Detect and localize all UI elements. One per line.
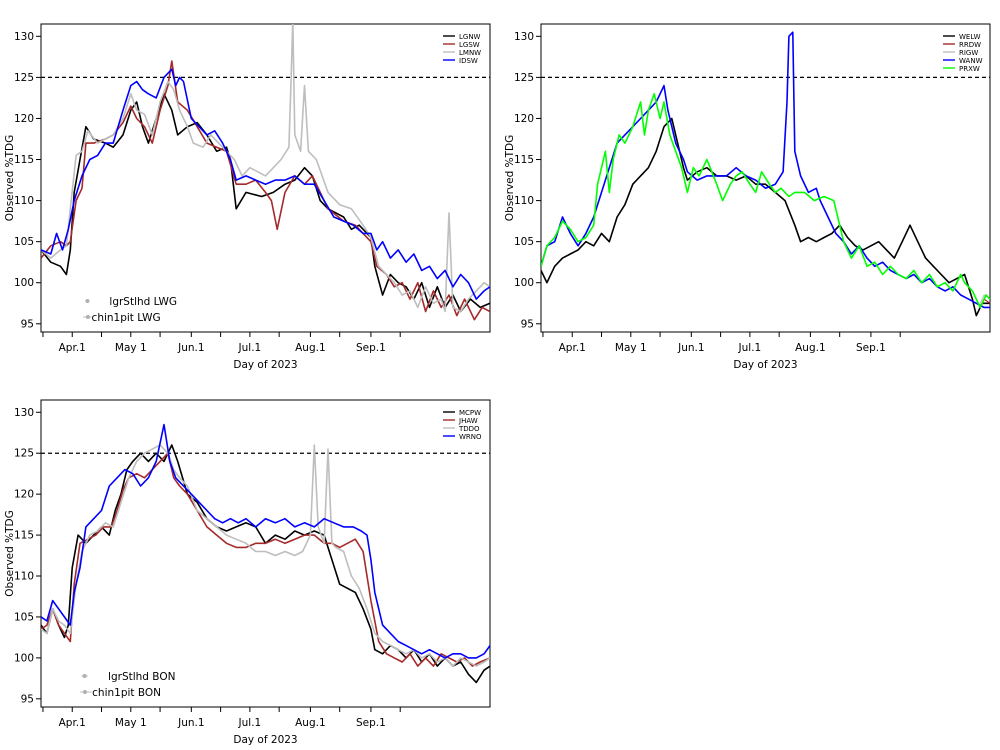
series-line-wanw (541, 31, 990, 309)
x-tick-label: Apr.1 (59, 717, 86, 729)
chart-panel-top-left: 95 100 105 110 115 120 125 130 Apr.1 May 1 Jun.1 Ju… (4, 23, 491, 371)
y-tick-label: 105 (514, 236, 534, 248)
annotation-label-chin1pit-lwg: chin1pit LWG (92, 312, 161, 324)
legend-label-wrno: WRNO (459, 433, 482, 441)
chart-panel-top-right: 95 100 105 110 115 120 125 130 Apr.1 May 1 Jun.1 Ju… (504, 23, 991, 371)
x-tick-label: May 1 (115, 342, 147, 354)
legend-label-rrdw: RRDW (959, 41, 981, 49)
y-tick-label: 115 (14, 530, 34, 542)
annotation-label-chin1pit-bon: chin1pit BON (92, 687, 161, 699)
plot-frame (40, 399, 491, 708)
legend-label-tddo: TDDO (458, 425, 480, 433)
y-tick-label: 110 (514, 195, 534, 207)
annotation-label-lgrstlhd-bon: lgrStlhd BON (108, 671, 175, 683)
y-tick-label: 95 (21, 318, 34, 330)
y-tick-label: 120 (514, 113, 534, 125)
x-tick-label: Apr.1 (559, 342, 586, 354)
legend-label-jhaw: JHAW (458, 417, 478, 425)
y-tick-label: 130 (14, 31, 34, 43)
y-tick-label: 130 (514, 31, 534, 43)
series-lines (541, 31, 990, 317)
y-tick-label: 115 (514, 154, 534, 166)
legend-label-lgsw: LGSW (459, 41, 480, 49)
annotation-label-lgrstlhd-lwg: lgrStlhd LWG (109, 296, 177, 308)
y-tick-label: 125 (514, 72, 534, 84)
legend-label-lmnw: LMNW (459, 49, 481, 57)
series-line-idsw (41, 68, 490, 300)
legend-label-idsw: IDSW (459, 57, 478, 65)
x-tick-label: Jul.1 (238, 342, 262, 354)
annotation-point-chin1pit-lwg (85, 315, 90, 319)
y-tick-label: 120 (14, 489, 34, 501)
series-line-mcpw (41, 444, 490, 684)
series-line-lgsw (41, 60, 490, 321)
annotation-point-chin1pit-bon (82, 690, 87, 694)
y-tick-label: 125 (14, 448, 34, 460)
x-tick-label: Sep.1 (356, 342, 386, 354)
series-line-jhaw (41, 452, 490, 667)
x-tick-label: Aug.1 (295, 342, 326, 354)
legend-label-prxw: PRXW (959, 65, 980, 73)
x-tick-label: Jul.1 (738, 342, 762, 354)
y-axis-title: Observed %TDG (4, 510, 16, 596)
chart-panel-bottom-left: 95 100 105 110 115 120 125 130 Apr.1 May 1 Jun.1 Ju… (4, 399, 491, 746)
x-tick-label: Sep.1 (856, 342, 886, 354)
x-tick-label: Jul.1 (238, 717, 262, 729)
x-tick-label: Jun.1 (677, 342, 704, 354)
legend-label-lgnw: LGNW (459, 33, 481, 41)
annotation-point-lgrstlhd-bon (82, 674, 87, 678)
series-line-prxw (541, 93, 990, 309)
series-line-welw (541, 117, 990, 317)
series-lines (41, 423, 490, 684)
y-tick-label: 105 (14, 611, 34, 623)
y-tick-label: 95 (21, 693, 34, 705)
x-tick-label: May 1 (615, 342, 647, 354)
plot-frame (540, 23, 991, 333)
y-axis-title: Observed %TDG (4, 135, 16, 221)
y-tick-label: 120 (14, 113, 34, 125)
x-tick-label: Aug.1 (295, 717, 326, 729)
series-line-tddo (41, 444, 490, 667)
series-lines (41, 24, 490, 321)
y-tick-label: 100 (14, 652, 34, 664)
x-axis-title: Day of 2023 (733, 359, 797, 371)
series-line-lgnw (41, 93, 490, 313)
series-line-lmnw (41, 24, 490, 313)
legend-label-mcpw: MCPW (459, 409, 481, 417)
series-line-wrno (41, 423, 490, 659)
x-axis-title: Day of 2023 (233, 734, 297, 746)
y-axis-title: Observed %TDG (504, 135, 516, 221)
x-axis-title: Day of 2023 (233, 359, 297, 371)
x-tick-label: Apr.1 (59, 342, 86, 354)
legend-label-wanw: WANW (959, 57, 983, 65)
legend-label-rigw: RIGW (959, 49, 978, 57)
y-tick-label: 105 (14, 236, 34, 248)
x-tick-label: Aug.1 (795, 342, 826, 354)
x-tick-label: Jun.1 (177, 717, 204, 729)
x-tick-label: Jun.1 (177, 342, 204, 354)
y-tick-label: 100 (514, 277, 534, 289)
y-tick-label: 95 (521, 318, 534, 330)
x-tick-label: Sep.1 (356, 717, 386, 729)
y-tick-label: 100 (14, 277, 34, 289)
y-tick-label: 130 (14, 407, 34, 419)
y-tick-label: 125 (14, 72, 34, 84)
y-tick-label: 110 (14, 571, 34, 583)
plot-frame (40, 23, 491, 333)
y-tick-label: 110 (14, 195, 34, 207)
y-tick-label: 115 (14, 154, 34, 166)
x-tick-label: May 1 (115, 717, 147, 729)
annotation-point-lgrstlhd-lwg (85, 299, 90, 303)
legend-label-welw: WELW (959, 33, 981, 41)
